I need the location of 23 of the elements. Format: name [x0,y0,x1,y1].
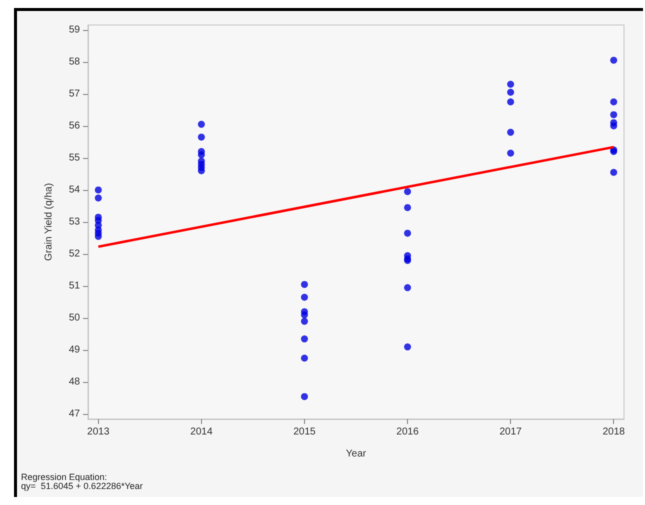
y-tick-label: 51 [68,280,80,292]
y-tick-label: 48 [68,376,80,388]
y-tick-label: 55 [68,152,80,164]
y-tick-label: 56 [68,120,80,132]
y-tick-label: 54 [68,184,80,196]
y-tick-label: 49 [68,344,80,356]
y-axis-title: Grain Yield (q/ha) [44,183,54,261]
x-tick-label: 2014 [190,426,213,438]
x-tick-label: 2015 [293,426,316,438]
x-tick-label: 2016 [396,426,420,438]
y-tick-label: 57 [68,88,80,100]
y-tick-label: 53 [68,216,80,228]
y-tick-label: 58 [68,56,80,68]
y-tick-label: 47 [68,408,80,420]
x-tick-label: 2013 [87,426,110,438]
y-tick-label: 52 [68,248,80,260]
x-tick-label: 2017 [499,426,522,438]
y-tick-label: 59 [68,24,80,36]
x-tick-label: 2018 [602,426,626,438]
x-axis-title: Year [346,448,367,460]
text: qy= 51.6045 + 0.622286*Year [21,481,143,491]
y-tick-label: 50 [68,312,80,324]
text: Regression Equation: [21,472,108,482]
